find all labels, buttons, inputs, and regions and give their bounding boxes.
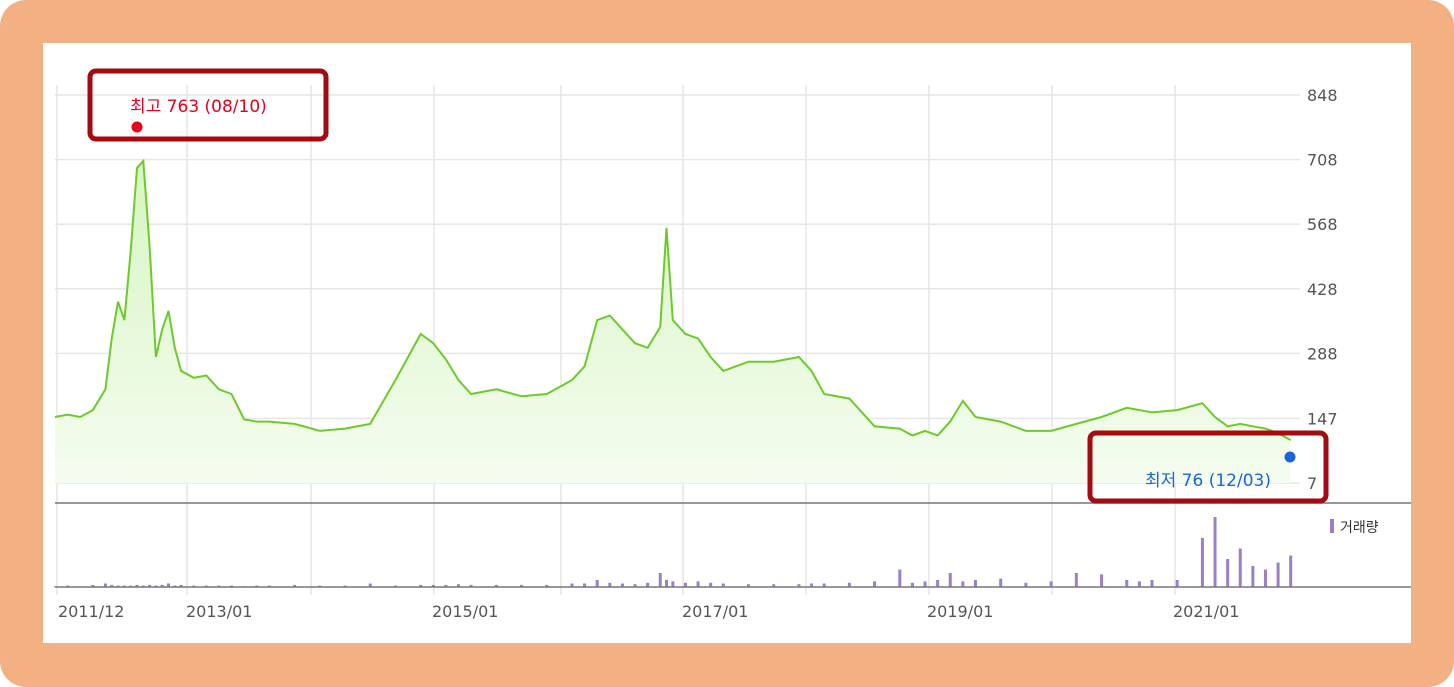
x-tick-label: 2019/01 bbox=[927, 602, 993, 621]
volume-bar bbox=[924, 581, 927, 587]
volume-bar bbox=[1176, 580, 1179, 587]
volume-bar bbox=[1100, 574, 1103, 587]
volume-bar bbox=[949, 573, 952, 587]
volume-bar bbox=[665, 580, 668, 587]
volume-bar bbox=[1289, 556, 1292, 588]
y-tick-label: 848 bbox=[1307, 86, 1338, 105]
volume-legend-swatch bbox=[1330, 519, 1334, 533]
volume-bar bbox=[936, 580, 939, 587]
volume-bar bbox=[1150, 580, 1153, 587]
volume-bar bbox=[1050, 581, 1053, 587]
y-tick-label: 568 bbox=[1307, 215, 1338, 234]
volume-bar bbox=[1251, 566, 1254, 587]
x-tick-label: 2011/12 bbox=[58, 602, 124, 621]
volume-bar bbox=[1075, 573, 1078, 587]
volume-bar bbox=[1277, 563, 1280, 588]
x-tick-label: 2021/01 bbox=[1173, 602, 1239, 621]
volume-bar bbox=[596, 580, 599, 587]
volume-bar bbox=[999, 579, 1002, 587]
y-tick-label: 147 bbox=[1307, 409, 1338, 428]
x-tick-label: 2015/01 bbox=[432, 602, 498, 621]
volume-bar bbox=[1138, 581, 1141, 587]
high-marker bbox=[132, 122, 143, 133]
high-label: 최고 763 (08/10) bbox=[130, 97, 267, 117]
y-tick-label: 708 bbox=[1307, 151, 1338, 170]
volume-bar bbox=[1239, 549, 1242, 588]
volume-bar bbox=[873, 581, 876, 587]
volume-bar bbox=[974, 580, 977, 587]
x-tick-label: 2017/01 bbox=[682, 602, 748, 621]
volume-bar bbox=[898, 570, 901, 588]
volume-bar bbox=[671, 581, 674, 587]
y-tick-label: 288 bbox=[1307, 344, 1338, 363]
chart-panel bbox=[43, 43, 1411, 643]
volume-legend: 거래량 bbox=[1340, 520, 1379, 536]
volume-bar bbox=[1226, 559, 1229, 587]
y-tick-label: 7 bbox=[1307, 474, 1317, 493]
low-marker bbox=[1285, 452, 1296, 463]
volume-bar bbox=[1214, 517, 1217, 587]
volume-bar bbox=[659, 573, 662, 587]
volume-bar bbox=[1125, 580, 1128, 587]
volume-bar bbox=[697, 581, 700, 587]
volume-bar bbox=[1201, 538, 1204, 587]
volume-bar bbox=[1264, 570, 1267, 588]
volume-bar bbox=[961, 581, 964, 587]
y-tick-label: 428 bbox=[1307, 280, 1338, 299]
x-tick-label: 2013/01 bbox=[186, 602, 252, 621]
low-label: 최저 76 (12/03) bbox=[1145, 471, 1271, 491]
